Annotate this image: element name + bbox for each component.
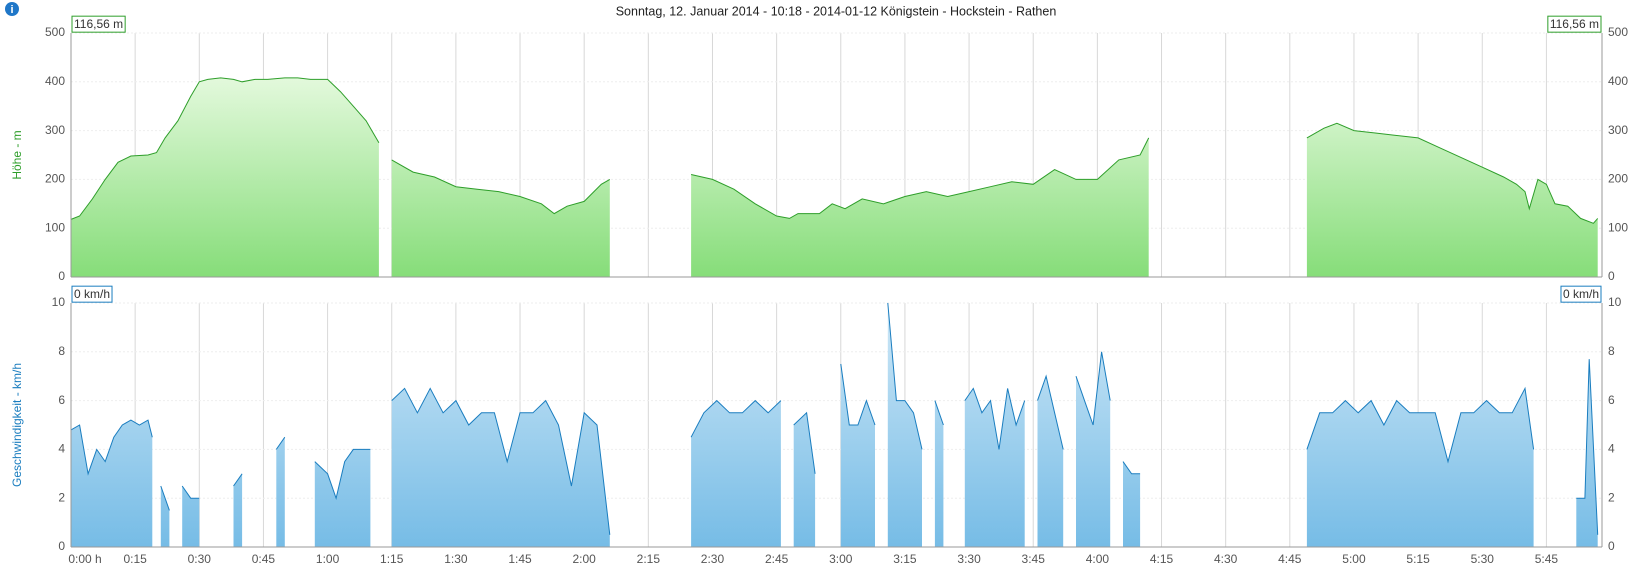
corner-label-right: 116,56 m bbox=[1550, 17, 1599, 31]
y-tick-label: 300 bbox=[45, 123, 65, 137]
y2-tick-label: 6 bbox=[1608, 393, 1615, 407]
y-tick-label: 100 bbox=[45, 220, 65, 234]
area-line bbox=[70, 302, 1599, 535]
corner-label-left: 116,56 m bbox=[74, 17, 123, 31]
y-tick-label: 0 bbox=[58, 539, 65, 553]
x-tick-label: 2:00 bbox=[573, 552, 597, 566]
x-tick-label: 3:45 bbox=[1022, 552, 1046, 566]
y-tick-label: 8 bbox=[58, 344, 65, 358]
x-tick-label: 3:15 bbox=[893, 552, 917, 566]
corner-label-left-box bbox=[71, 285, 113, 303]
x-tick-label: 4:45 bbox=[1278, 552, 1302, 566]
x-tick-label: 5:00 bbox=[1342, 552, 1366, 566]
y-tick-label: 6 bbox=[58, 393, 65, 407]
x-tick-label: 0:30 bbox=[188, 552, 212, 566]
area-line bbox=[70, 77, 1599, 224]
y-axis-label: Höhe - m bbox=[10, 130, 24, 179]
y2-tick-label: 0 bbox=[1608, 539, 1615, 553]
x-tick-label: 1:15 bbox=[380, 552, 404, 566]
x-tick-label: 5:30 bbox=[1471, 552, 1495, 566]
y-tick-label: 4 bbox=[58, 442, 65, 456]
x-tick-label: 0:45 bbox=[252, 552, 276, 566]
x-tick-label: 5:15 bbox=[1406, 552, 1430, 566]
y-tick-label: 10 bbox=[52, 295, 66, 309]
chart-title: Sonntag, 12. Januar 2014 - 10:18 - 2014-… bbox=[616, 4, 1057, 18]
y-tick-label: 0 bbox=[58, 269, 65, 283]
x-tick-label: 1:45 bbox=[508, 552, 532, 566]
x-tick-label: 4:00 bbox=[1086, 552, 1110, 566]
x-tick-label: 3:00 bbox=[829, 552, 853, 566]
y2-tick-label: 0 bbox=[1608, 269, 1615, 283]
y-tick-label: 2 bbox=[58, 490, 65, 504]
y2-tick-label: 10 bbox=[1608, 295, 1622, 309]
x-tick-label: 0:15 bbox=[123, 552, 147, 566]
corner-label-right-box bbox=[1547, 15, 1602, 33]
y2-tick-label: 200 bbox=[1608, 172, 1628, 186]
y2-tick-label: 500 bbox=[1608, 25, 1628, 39]
x-tick-label: 2:45 bbox=[765, 552, 789, 566]
y-tick-label: 500 bbox=[45, 25, 65, 39]
y2-tick-label: 100 bbox=[1608, 220, 1628, 234]
x-tick-label: 1:00 bbox=[316, 552, 340, 566]
corner-label-right-box bbox=[1560, 285, 1602, 303]
info-icon-glyph: i bbox=[10, 4, 13, 16]
x-tick-label: 2:15 bbox=[637, 552, 661, 566]
y2-tick-label: 400 bbox=[1608, 74, 1628, 88]
y-tick-label: 400 bbox=[45, 74, 65, 88]
y2-tick-label: 8 bbox=[1608, 344, 1615, 358]
corner-label-left: 0 km/h bbox=[74, 287, 110, 301]
x-tick-label: 4:15 bbox=[1150, 552, 1174, 566]
y2-tick-label: 4 bbox=[1608, 442, 1615, 456]
corner-label-right: 0 km/h bbox=[1563, 287, 1599, 301]
y-axis-label: Geschwindigkeit - km/h bbox=[10, 363, 24, 487]
area-fill bbox=[71, 303, 1598, 547]
x-tick-label: 1:30 bbox=[444, 552, 468, 566]
y-tick-label: 200 bbox=[45, 172, 65, 186]
x-tick-label: 2:30 bbox=[701, 552, 725, 566]
x-tick-label: 4:30 bbox=[1214, 552, 1238, 566]
x-tick-label: 3:30 bbox=[957, 552, 981, 566]
corner-label-left-box bbox=[71, 15, 126, 33]
x-tick-label: 0:00 h bbox=[68, 552, 101, 566]
y2-tick-label: 300 bbox=[1608, 123, 1628, 137]
area-fill bbox=[71, 77, 1598, 278]
x-tick-label: 5:45 bbox=[1535, 552, 1559, 566]
info-icon[interactable] bbox=[5, 2, 19, 16]
y2-tick-label: 2 bbox=[1608, 490, 1615, 504]
